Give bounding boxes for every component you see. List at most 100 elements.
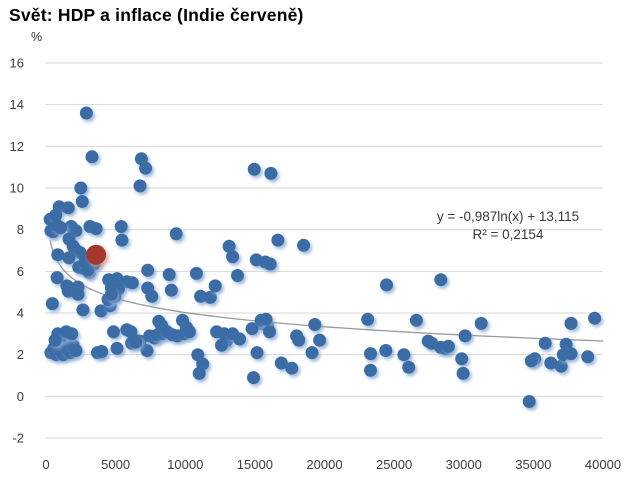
scatter-point-world bbox=[441, 339, 455, 353]
scatter-point-world bbox=[263, 257, 277, 271]
scatter-point-world bbox=[264, 166, 278, 180]
scatter-point-world bbox=[581, 350, 595, 364]
scatter-point-world bbox=[74, 181, 88, 195]
scatter-point-world bbox=[125, 276, 139, 290]
y-tick-label: 2 bbox=[17, 347, 24, 362]
scatter-point-world bbox=[285, 361, 299, 375]
scatter-point-world bbox=[402, 360, 416, 374]
scatter-point-world bbox=[162, 268, 176, 281]
x-tick-label: 15000 bbox=[237, 457, 273, 472]
x-tick-label: 30000 bbox=[446, 457, 482, 472]
scatter-point-world bbox=[250, 346, 264, 360]
trendline-equation-text: y = -0,987ln(x) + 13,115 bbox=[436, 209, 580, 224]
x-tick-label: 5000 bbox=[101, 457, 130, 472]
scatter-points-layer bbox=[43, 106, 602, 408]
y-tick-label: 4 bbox=[17, 306, 24, 321]
scatter-point-world bbox=[274, 356, 288, 370]
y-tick-label: 16 bbox=[10, 56, 24, 71]
scatter-point-world bbox=[85, 150, 99, 164]
scatter-point-world bbox=[139, 161, 153, 175]
y-tick-label: 10 bbox=[10, 181, 24, 196]
scatter-point-world bbox=[192, 366, 206, 380]
x-tick-label: 0 bbox=[42, 457, 49, 472]
scatter-point-world bbox=[62, 251, 76, 265]
scatter-point-world bbox=[129, 335, 143, 349]
scatter-point-world bbox=[110, 341, 124, 355]
scatter-point-world bbox=[104, 287, 118, 301]
scatter-point-world bbox=[554, 359, 568, 373]
scatter-point-world bbox=[194, 289, 208, 303]
scatter-point-world bbox=[297, 238, 311, 252]
scatter-point-world bbox=[564, 347, 578, 361]
scatter-point-world bbox=[107, 325, 120, 339]
y-tick-label: -2 bbox=[12, 431, 24, 446]
scatter-point-world bbox=[305, 346, 319, 360]
y-tick-label: 6 bbox=[17, 264, 24, 279]
scatter-point-world bbox=[189, 266, 203, 280]
scatter-point-world bbox=[226, 250, 240, 264]
scatter-point-world bbox=[140, 344, 154, 357]
scatter-point-world bbox=[474, 316, 488, 330]
scatter-point-world bbox=[409, 313, 423, 327]
scatter-point-world bbox=[245, 322, 259, 336]
scatter-point-world bbox=[169, 227, 183, 241]
scatter-point-world bbox=[456, 366, 470, 380]
scatter-point-world bbox=[182, 325, 196, 339]
y-tick-label: 14 bbox=[10, 97, 24, 112]
y-axis-unit-label: % bbox=[31, 30, 43, 44]
scatter-point-world bbox=[49, 208, 63, 222]
scatter-point-world bbox=[263, 325, 276, 339]
y-tick-label: 8 bbox=[17, 222, 24, 237]
x-tick-label: 25000 bbox=[376, 457, 412, 472]
scatter-point-world bbox=[364, 347, 377, 361]
scatter-point-world bbox=[50, 271, 64, 285]
scatter-point-world bbox=[522, 395, 536, 408]
scatter-point-world bbox=[215, 338, 228, 352]
scatter-point-world bbox=[203, 290, 217, 304]
x-tick-label: 35000 bbox=[515, 457, 551, 472]
y-tick-label: 0 bbox=[17, 389, 24, 404]
scatter-point-world bbox=[69, 344, 83, 357]
y-tick-label: 12 bbox=[10, 139, 24, 154]
scatter-point-world bbox=[71, 287, 85, 301]
scatter-point-world bbox=[145, 289, 159, 303]
scatter-point-world bbox=[222, 239, 236, 253]
x-tick-label: 40000 bbox=[585, 457, 621, 472]
scatter-point-world bbox=[114, 220, 128, 233]
scatter-point-world bbox=[361, 312, 375, 326]
scatter-point-world bbox=[292, 333, 306, 347]
scatter-point-world bbox=[231, 269, 244, 282]
scatter-point-world bbox=[45, 297, 59, 311]
scatter-point-world bbox=[434, 273, 448, 287]
scatter-point-world bbox=[164, 283, 178, 297]
scatter-point-world bbox=[380, 278, 393, 292]
scatter-point-world bbox=[115, 233, 129, 247]
scatter-point-world bbox=[538, 336, 552, 350]
scatter-point-world bbox=[54, 221, 68, 235]
trendline-r2-text: R² = 0,2154 bbox=[472, 227, 544, 242]
scatter-point-world bbox=[379, 344, 393, 357]
trendline-annotation: y = -0,987ln(x) + 13,115 R² = 0,2154 bbox=[416, 208, 600, 244]
scatter-point-world bbox=[81, 263, 95, 277]
scatter-point-india bbox=[86, 244, 107, 265]
scatter-point-world bbox=[208, 279, 222, 293]
scatter-point-world bbox=[76, 303, 90, 317]
axis-tick-labels: 16 14 12 10 8 6 4 2 0 -2 0 5000 10000 15000 20000 25000… bbox=[10, 56, 622, 473]
scatter-point-world bbox=[141, 263, 155, 277]
scatter-point-world bbox=[65, 327, 79, 341]
scatter-point-world bbox=[247, 162, 261, 176]
scatter-point-world bbox=[247, 371, 260, 385]
x-tick-label: 10000 bbox=[167, 457, 203, 472]
gridlines bbox=[45, 62, 603, 439]
scatter-point-world bbox=[259, 312, 273, 326]
scatter-point-world bbox=[79, 106, 93, 120]
scatter-point-world bbox=[75, 195, 89, 208]
scatter-point-world bbox=[89, 222, 103, 236]
scatter-point-world bbox=[588, 311, 602, 325]
scatter-point-world bbox=[95, 345, 109, 358]
scatter-point-world bbox=[544, 356, 558, 370]
scatter-point-world bbox=[308, 318, 322, 331]
scatter-point-world bbox=[110, 272, 124, 286]
